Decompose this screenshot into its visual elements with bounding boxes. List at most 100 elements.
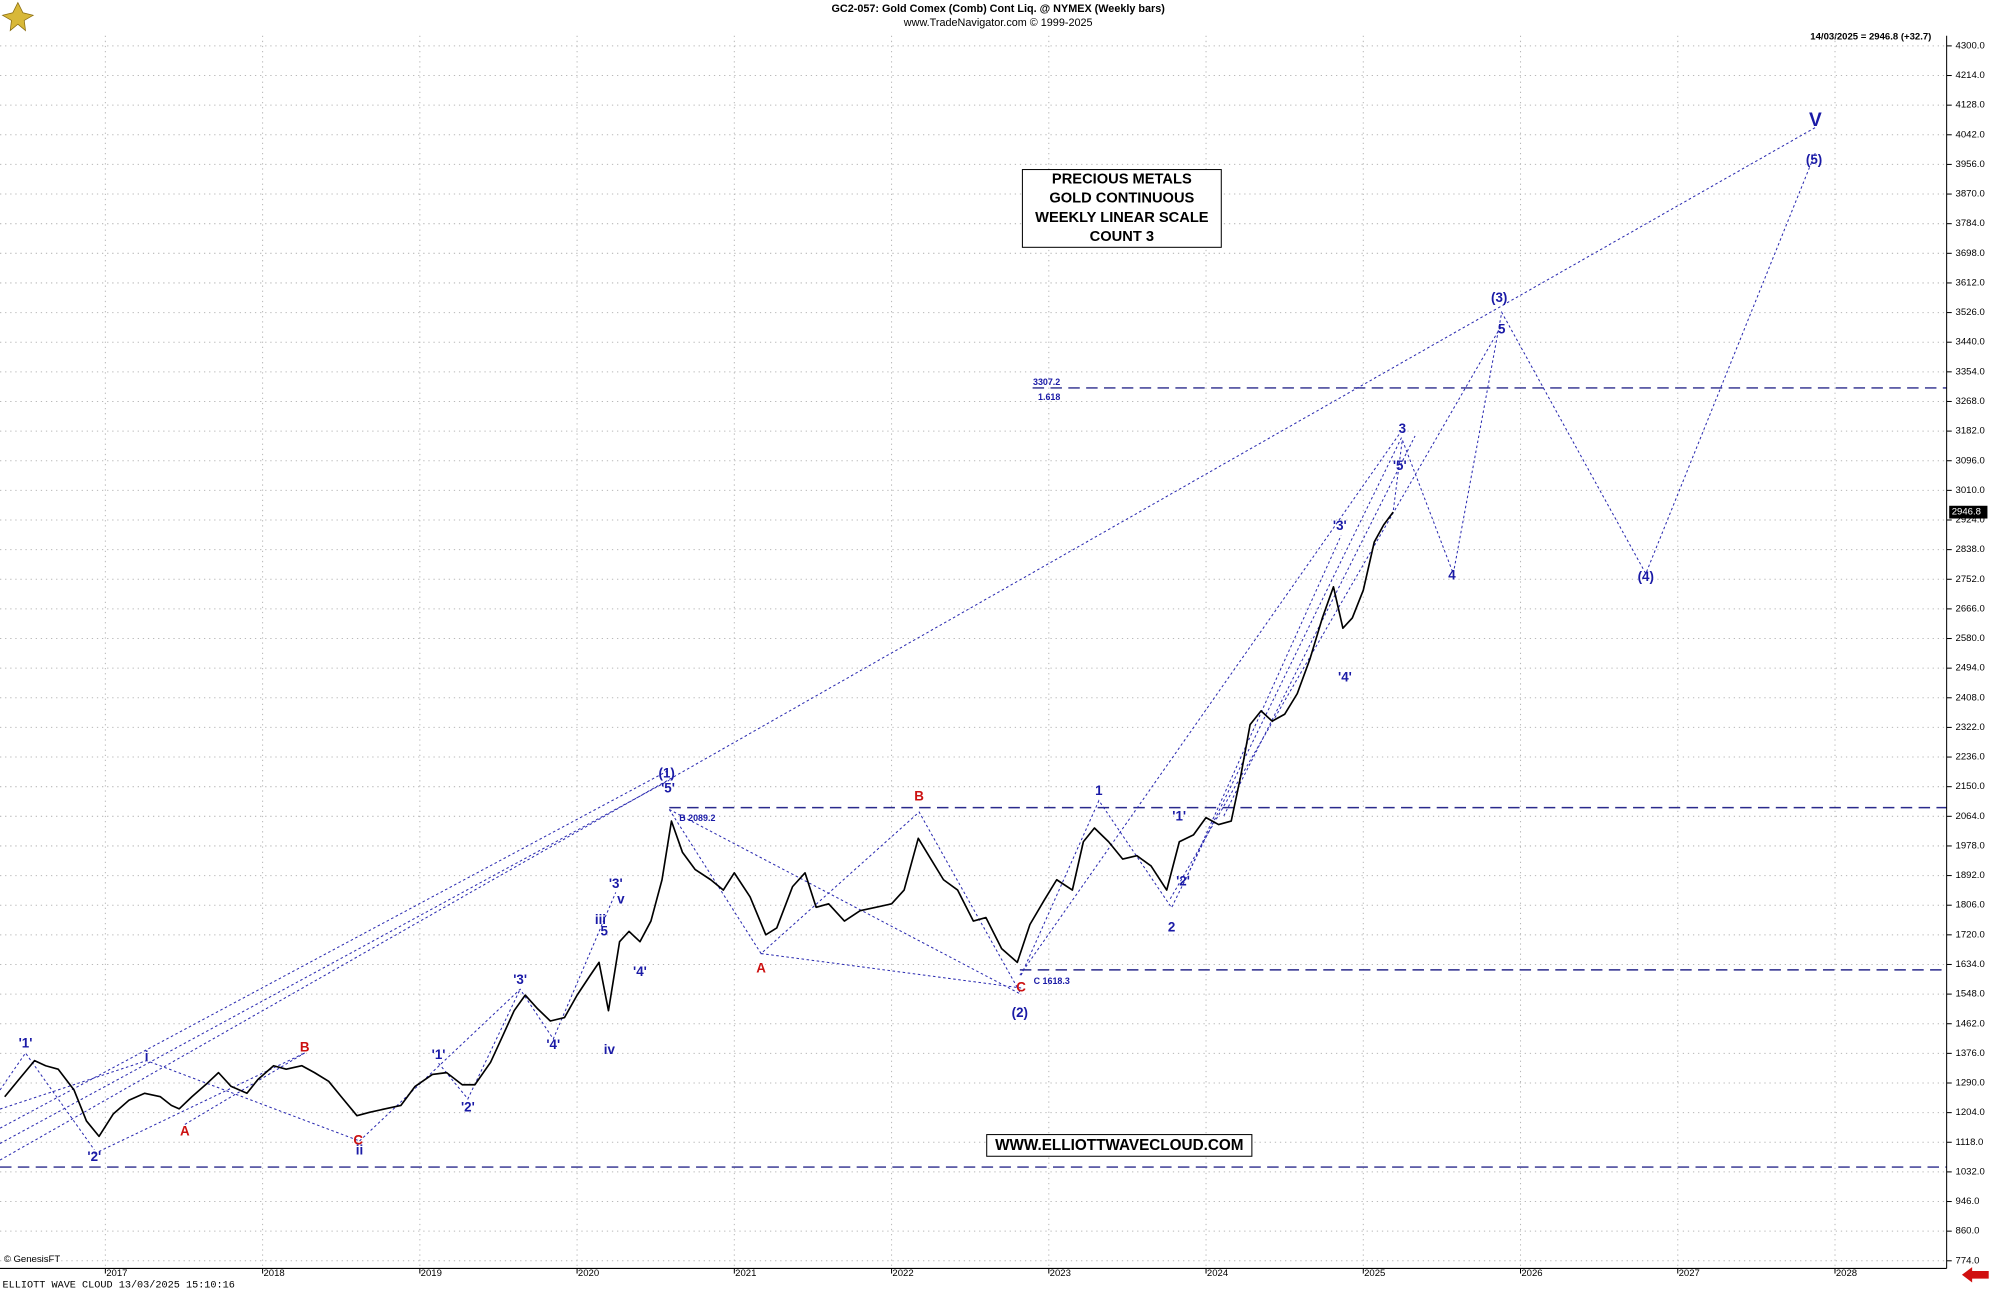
y-tick-label: 3870.0 — [1956, 189, 1985, 200]
logo — [1, 1, 35, 32]
y-tick-label: 3956.0 — [1956, 159, 1985, 170]
wave-label: ii — [356, 1143, 363, 1158]
y-tick-label: 1806.0 — [1956, 900, 1985, 911]
guide-line — [0, 769, 670, 1129]
wave-label: 5 — [1498, 322, 1506, 337]
footer: ELLIOTT WAVE CLOUD 13/03/2025 15:10:16 — [3, 1280, 235, 1291]
y-tick-label: 3268.0 — [1956, 396, 1985, 407]
wave-label: B 2089.2 — [679, 813, 715, 823]
y-tick-label: 2494.0 — [1956, 663, 1985, 674]
wave-label: '1' — [432, 1047, 446, 1062]
guide-line — [668, 809, 1022, 995]
y-tick-label: 3096.0 — [1956, 455, 1985, 466]
plot-layer — [0, 35, 1947, 1269]
y-tick-label: 1720.0 — [1956, 929, 1985, 940]
y-tick-label: 4042.0 — [1956, 129, 1985, 140]
wave-label: (2) — [1012, 1005, 1028, 1020]
y-tick-label: 3698.0 — [1956, 248, 1985, 259]
y-tick-label: 3354.0 — [1956, 366, 1985, 377]
wave-label: A — [756, 960, 766, 975]
y-tick-label: 1290.0 — [1956, 1078, 1985, 1089]
info-line: COUNT 3 — [1090, 229, 1154, 245]
guide-line — [0, 1060, 360, 1142]
chart-subtitle: www.TradeNavigator.com © 1999-2025 — [903, 17, 1093, 29]
credit: © GenesisFT — [4, 1254, 61, 1265]
wave-label: C — [1016, 980, 1026, 995]
y-tick-label: 1118.0 — [1956, 1137, 1984, 1148]
y-tick-label: 3010.0 — [1956, 485, 1985, 496]
guide-line — [1020, 435, 1403, 976]
y-tick-label: 3440.0 — [1956, 337, 1985, 348]
y-tick-label: 1892.0 — [1956, 870, 1985, 881]
status-text: 14/03/2025 = 2946.8 (+32.7) — [1810, 32, 1931, 43]
y-tick-label: 946.0 — [1956, 1196, 1980, 1207]
wave-label: C — [353, 1132, 363, 1147]
guide-line — [1185, 535, 1342, 880]
guide-line — [1392, 152, 1816, 576]
guide-line — [0, 127, 1816, 1161]
wave-label: '5' — [1393, 458, 1407, 473]
wave-label: (1) — [659, 765, 675, 780]
info-box-frame — [1021, 169, 1222, 248]
y-tick-label: 1548.0 — [1956, 989, 1985, 1000]
wave-label: '4' — [1338, 670, 1352, 685]
guide-line — [0, 1052, 95, 1151]
watermark-frame — [986, 1134, 1253, 1157]
wave-label: '4' — [546, 1037, 560, 1052]
y-tick-label: 2236.0 — [1956, 752, 1985, 763]
guide-line — [438, 989, 521, 1100]
y-tick-label: 2580.0 — [1956, 633, 1985, 644]
wave-label: '2' — [87, 1149, 101, 1164]
last-price-box — [1949, 505, 1988, 519]
x-tick-label: 2021 — [735, 1268, 756, 1279]
price-line — [4, 511, 1394, 1138]
y-tick-label: 860.0 — [1956, 1226, 1980, 1237]
scroll-arrow[interactable] — [1961, 1267, 1989, 1283]
last-price-label: 2946.8 — [1952, 507, 1981, 518]
y-tick-label: 3526.0 — [1956, 307, 1985, 318]
y-tick-label: 1204.0 — [1956, 1107, 1985, 1118]
x-tick-label: 2018 — [263, 1268, 284, 1279]
wave-label: '1' — [19, 1036, 33, 1051]
y-tick-label: 3784.0 — [1956, 218, 1985, 229]
x-tick-label: 2028 — [1836, 1268, 1857, 1279]
wave-label: '2' — [461, 1099, 475, 1114]
y-tick-label: 2322.0 — [1956, 722, 1985, 733]
y-tick-label: 4214.0 — [1956, 70, 1985, 81]
info-line: PRECIOUS METALS — [1052, 172, 1192, 188]
info-box: PRECIOUS METALS GOLD CONTINUOUS WEEKLY L… — [1021, 169, 1222, 248]
x-tick-label: 2026 — [1521, 1268, 1542, 1279]
wave-label: '2' — [1176, 874, 1190, 889]
y-tick-label: 774.0 — [1956, 1255, 1980, 1266]
y-tick-label: 1376.0 — [1956, 1048, 1985, 1059]
wave-label: (4) — [1638, 569, 1654, 584]
y-tick-label: 1978.0 — [1956, 840, 1985, 851]
wave-label: v — [617, 892, 625, 907]
x-tick-label: 2020 — [578, 1268, 599, 1279]
y-tick-label: 3182.0 — [1956, 426, 1985, 437]
y-tick-label: 1462.0 — [1956, 1018, 1985, 1029]
wave-label: '3' — [609, 876, 623, 891]
wave-label: 1 — [1095, 783, 1103, 798]
wave-label: (5) — [1806, 152, 1822, 167]
guide-line — [359, 892, 617, 1142]
x-tick-label: 2023 — [1050, 1268, 1071, 1279]
wave-label: B — [914, 788, 924, 803]
x-tick-label: 2025 — [1364, 1268, 1385, 1279]
wave-label: '4' — [633, 964, 647, 979]
wave-label: (3) — [1491, 290, 1507, 305]
wave-label: 3 — [1399, 421, 1406, 436]
x-tick-label: 2019 — [421, 1268, 442, 1279]
y-tick-label: 2752.0 — [1956, 574, 1985, 585]
x-tick-label: 2022 — [892, 1268, 913, 1279]
wave-label: '3' — [513, 972, 527, 987]
wave-label: iv — [604, 1042, 616, 1057]
wave-label: '3' — [1333, 518, 1347, 533]
guide-line — [1019, 433, 1401, 976]
wave-label: C 1618.3 — [1034, 976, 1070, 986]
y-tick-label: 4128.0 — [1956, 100, 1985, 111]
wave-label: 2 — [1168, 920, 1175, 935]
wave-label: '1' — [1172, 809, 1186, 824]
wave-label: 4 — [1448, 568, 1456, 583]
